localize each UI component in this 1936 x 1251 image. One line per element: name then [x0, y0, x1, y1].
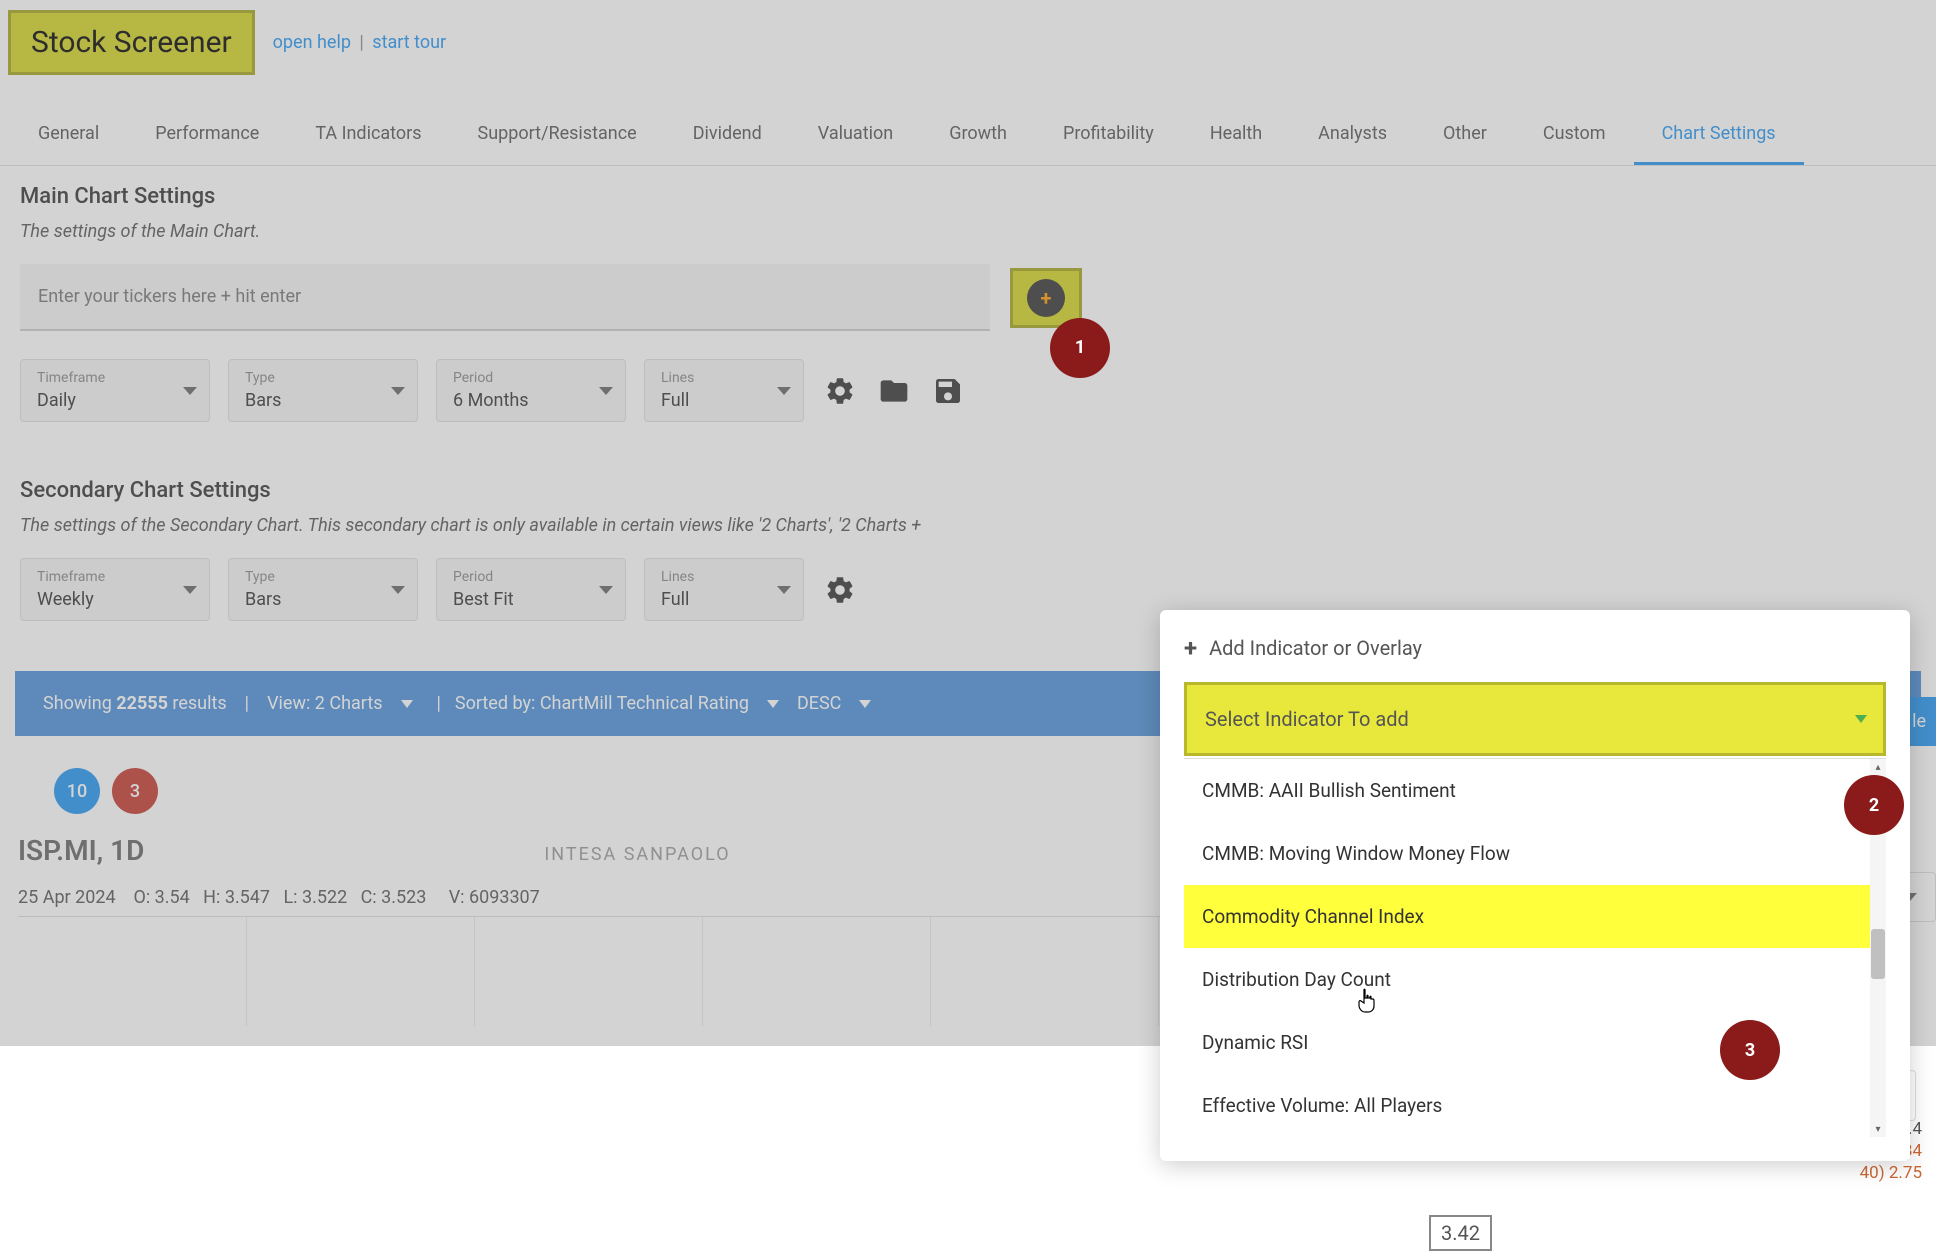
- folder-icon: [878, 375, 910, 407]
- scroll-up-icon[interactable]: ▴: [1870, 759, 1886, 775]
- option-dynamic-rsi[interactable]: Dynamic RSI: [1184, 1011, 1886, 1074]
- indicator-option-list: CMMB: AAII Bullish Sentiment CMMB: Movin…: [1184, 758, 1886, 1137]
- tab-general[interactable]: General: [10, 105, 127, 165]
- callout-badge-2: 2: [1844, 775, 1904, 835]
- chevron-down-icon: [183, 586, 197, 594]
- settings-button-2[interactable]: [822, 572, 858, 608]
- dropdown-label: Period: [453, 569, 609, 585]
- chevron-down-icon: [599, 586, 613, 594]
- popup-title: + Add Indicator or Overlay: [1160, 634, 1910, 682]
- dropdown-label: Timeframe: [37, 569, 193, 585]
- tab-custom[interactable]: Custom: [1515, 105, 1634, 165]
- tab-dividend[interactable]: Dividend: [665, 105, 790, 165]
- chevron-down-icon: [1855, 715, 1867, 723]
- dropdown-label: Timeframe: [37, 370, 193, 386]
- plus-icon: +: [1041, 286, 1052, 310]
- folder-button[interactable]: [876, 373, 912, 409]
- chart-ticker: ISP.MI, 1D: [18, 834, 144, 867]
- type-dropdown-2[interactable]: Type Bars: [228, 558, 418, 621]
- start-tour-link[interactable]: start tour: [372, 32, 446, 53]
- chevron-down-icon: [391, 387, 405, 395]
- scroll-down-icon[interactable]: ▾: [1870, 1121, 1886, 1137]
- lines-dropdown-2[interactable]: Lines Full: [644, 558, 804, 621]
- chart-company-name: INTESA SANPAOLO: [544, 844, 730, 865]
- option-cmmb-aaii[interactable]: CMMB: AAII Bullish Sentiment: [1184, 759, 1886, 822]
- open-help-link[interactable]: open help: [273, 32, 351, 53]
- chevron-down-icon: [777, 387, 791, 395]
- add-ticker-button[interactable]: +: [1027, 279, 1065, 317]
- main-chart-desc: The settings of the Main Chart.: [20, 221, 1916, 242]
- save-icon: [932, 375, 964, 407]
- dropdown-value: Full: [661, 589, 787, 610]
- chevron-down-icon: [777, 586, 791, 594]
- timeframe-dropdown-2[interactable]: Timeframe Weekly: [20, 558, 210, 621]
- dropdown-value: Best Fit: [453, 589, 609, 610]
- dropdown-value: 6 Months: [453, 390, 609, 411]
- period-dropdown[interactable]: Period 6 Months: [436, 359, 626, 422]
- chevron-down-icon: [599, 387, 613, 395]
- page-title: Stock Screener: [8, 10, 255, 75]
- option-commodity-channel-index[interactable]: Commodity Channel Index: [1184, 885, 1886, 948]
- dropdown-label: Lines: [661, 370, 787, 386]
- tab-valuation[interactable]: Valuation: [790, 105, 921, 165]
- ticker-input[interactable]: [20, 264, 990, 331]
- sort-selector[interactable]: Sorted by: ChartMill Technical Rating: [455, 693, 749, 714]
- chip-10[interactable]: 10: [54, 768, 100, 814]
- tab-profitability[interactable]: Profitability: [1035, 105, 1182, 165]
- secondary-chart-title: Secondary Chart Settings: [20, 478, 1916, 503]
- view-selector[interactable]: View: 2 Charts: [267, 693, 382, 714]
- chevron-down-icon: [859, 700, 871, 708]
- tab-ta-indicators[interactable]: TA Indicators: [287, 105, 449, 165]
- dropdown-label: Type: [245, 370, 401, 386]
- tab-support-resistance[interactable]: Support/Resistance: [450, 105, 665, 165]
- sort-order[interactable]: DESC: [797, 693, 841, 714]
- tab-analysts[interactable]: Analysts: [1290, 105, 1415, 165]
- dropdown-value: Bars: [245, 589, 401, 610]
- dropdown-label: Period: [453, 370, 609, 386]
- price-box: 3.42: [1429, 1215, 1492, 1251]
- dropdown-label: Lines: [661, 569, 787, 585]
- option-distribution-day-count[interactable]: Distribution Day Count: [1184, 948, 1886, 1011]
- dropdown-value: Full: [661, 390, 787, 411]
- indicator-select-box[interactable]: Select Indicator To add: [1184, 682, 1886, 756]
- chevron-down-icon: [183, 387, 197, 395]
- chevron-down-icon: [767, 700, 779, 708]
- tab-chart-settings[interactable]: Chart Settings: [1634, 105, 1804, 165]
- callout-badge-1: 1: [1050, 318, 1110, 378]
- tab-performance[interactable]: Performance: [127, 105, 287, 165]
- save-button[interactable]: [930, 373, 966, 409]
- dropdown-label: Type: [245, 569, 401, 585]
- tab-bar: General Performance TA Indicators Suppor…: [0, 105, 1936, 166]
- option-cmmb-moving-window[interactable]: CMMB: Moving Window Money Flow: [1184, 822, 1886, 885]
- type-dropdown[interactable]: Type Bars: [228, 359, 418, 422]
- period-dropdown-2[interactable]: Period Best Fit: [436, 558, 626, 621]
- scroll-thumb[interactable]: [1871, 929, 1885, 979]
- settings-button[interactable]: [822, 373, 858, 409]
- gear-icon: [824, 375, 856, 407]
- tab-other[interactable]: Other: [1415, 105, 1515, 165]
- tab-health[interactable]: Health: [1182, 105, 1290, 165]
- pointer-cursor-icon: [1356, 988, 1378, 1014]
- add-indicator-popup: + Add Indicator or Overlay Select Indica…: [1160, 610, 1910, 1161]
- chevron-down-icon: [401, 700, 413, 708]
- chevron-down-icon: [391, 586, 405, 594]
- secondary-chart-desc: The settings of the Secondary Chart. Thi…: [20, 515, 1916, 536]
- cursor-icon: [1356, 988, 1378, 1019]
- option-effective-volume[interactable]: Effective Volume: All Players: [1184, 1074, 1886, 1137]
- plus-icon: +: [1184, 634, 1197, 662]
- lines-dropdown[interactable]: Lines Full: [644, 359, 804, 422]
- dropdown-value: Bars: [245, 390, 401, 411]
- callout-badge-3: 3: [1720, 1020, 1780, 1080]
- chip-3[interactable]: 3: [112, 768, 158, 814]
- timeframe-dropdown[interactable]: Timeframe Daily: [20, 359, 210, 422]
- header-links: open help | start tour: [273, 32, 447, 53]
- results-text: Showing 22555 results: [43, 693, 227, 714]
- tab-growth[interactable]: Growth: [921, 105, 1035, 165]
- gear-icon: [824, 574, 856, 606]
- dropdown-value: Daily: [37, 390, 193, 411]
- dropdown-value: Weekly: [37, 589, 193, 610]
- main-chart-title: Main Chart Settings: [20, 184, 1916, 209]
